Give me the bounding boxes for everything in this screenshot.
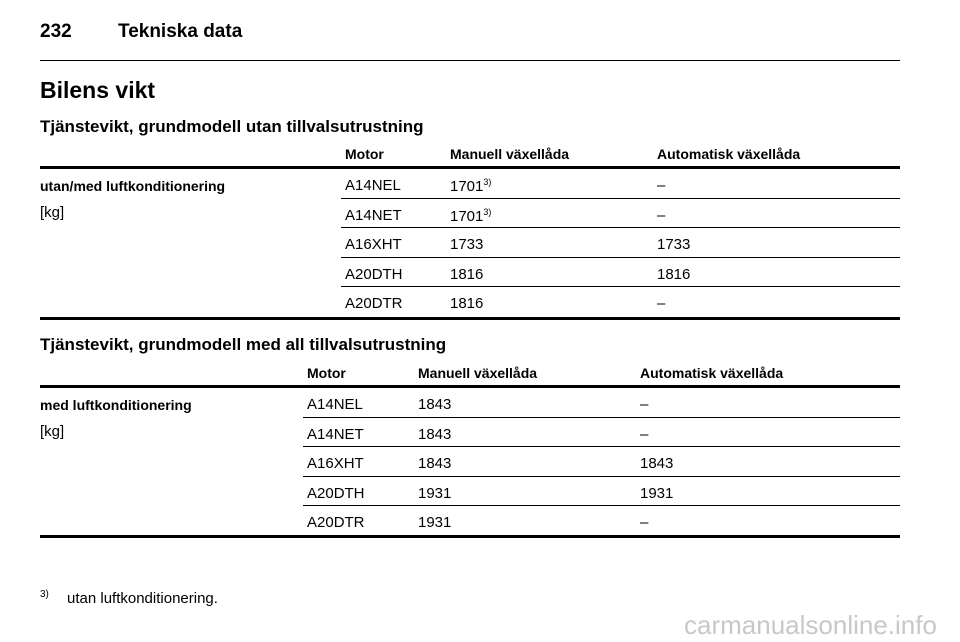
cell: – xyxy=(640,427,648,442)
row-label: utan/med luftkonditionering xyxy=(40,178,226,194)
cell-text: A20DTR xyxy=(307,514,365,531)
cell: 1816 xyxy=(657,267,690,282)
cell-text: A14NET xyxy=(307,425,364,443)
cell-text: 1733 xyxy=(450,236,484,253)
column-header: Manuell växellåda xyxy=(450,146,570,162)
cell-text: 1931 xyxy=(640,484,674,502)
cell: A20DTH xyxy=(345,267,403,282)
heading: Bilens vikt xyxy=(40,77,156,103)
row-rule xyxy=(303,505,900,506)
cell: A20DTR xyxy=(307,515,365,530)
cell: A20DTH xyxy=(307,486,365,501)
cell: 1931 xyxy=(640,486,673,501)
rule xyxy=(40,166,900,169)
cell: – xyxy=(657,208,665,223)
cell-text: A16XHT xyxy=(307,455,364,472)
cell-text: 1816 xyxy=(657,265,691,283)
column-header: Automatisk växellåda xyxy=(657,146,801,162)
cell: – xyxy=(640,515,648,530)
cell-text: 1733 xyxy=(657,236,691,253)
row-rule xyxy=(341,256,900,258)
cell-text: 1843 xyxy=(418,455,452,472)
footnote-marker: 3) xyxy=(40,589,49,600)
cell-text: – xyxy=(657,177,666,194)
watermark: carmanualsonline.info xyxy=(684,610,937,640)
cell-text: – xyxy=(657,295,666,312)
cell: 17013) xyxy=(450,177,492,195)
cell-text: – xyxy=(640,425,649,443)
cell-text: 1931 xyxy=(418,514,452,531)
cell: 1931 xyxy=(418,515,451,530)
column-header: Manuell växellåda xyxy=(418,365,538,381)
cell: – xyxy=(640,397,648,412)
row-rule xyxy=(303,475,900,477)
cell-text: 1816 xyxy=(450,295,484,312)
cell-text: 1701 xyxy=(450,207,484,225)
row-rule xyxy=(341,286,900,287)
row-rule xyxy=(303,446,900,447)
cell: 1843 xyxy=(418,427,451,442)
cell-text: A20DTH xyxy=(345,265,403,283)
rule xyxy=(40,385,900,388)
cell: 1733 xyxy=(450,237,483,252)
note-marker: 3) xyxy=(483,206,492,217)
cell-text: – xyxy=(640,396,649,413)
cell: A20DTR xyxy=(345,296,403,311)
cell-text: A14NET xyxy=(345,206,402,224)
cell-text: A14NEL xyxy=(345,177,401,194)
cell: A14NET xyxy=(345,208,402,223)
page-number: 232 xyxy=(40,21,72,42)
cell: 1733 xyxy=(657,237,690,252)
unit: [kg] xyxy=(40,204,65,221)
cell: A14NEL xyxy=(345,178,401,193)
cell-text: A16XHT xyxy=(345,236,402,253)
page-title: Tekniska data xyxy=(118,21,243,42)
row-label: med luftkonditionering xyxy=(40,397,192,413)
cell: 1931 xyxy=(418,486,451,501)
cell: 1843 xyxy=(640,456,673,471)
footnote-text: utan luftkonditionering. xyxy=(67,590,218,607)
cell-text: A20DTR xyxy=(345,295,403,312)
cell-text: 1843 xyxy=(418,396,452,413)
column-header: Motor xyxy=(345,146,384,162)
rule xyxy=(40,60,900,61)
cell: A14NEL xyxy=(307,397,363,412)
cell-text: 1816 xyxy=(450,265,484,283)
cell-text: 1843 xyxy=(640,455,674,472)
cell: 1843 xyxy=(418,456,451,471)
cell-text: 1701 xyxy=(450,178,484,195)
column-header: Automatisk växellåda xyxy=(640,365,784,381)
unit: [kg] xyxy=(40,423,65,440)
note-marker: 3) xyxy=(483,177,492,187)
cell: 1816 xyxy=(450,267,483,282)
row-rule xyxy=(341,197,900,199)
cell-text: A14NEL xyxy=(307,396,363,413)
cell: A14NET xyxy=(307,427,364,442)
rule xyxy=(40,317,900,320)
cell: 17013) xyxy=(450,206,492,225)
column-header: Motor xyxy=(307,365,346,381)
rule xyxy=(40,535,900,538)
cell-text: – xyxy=(640,514,649,531)
cell: 1816 xyxy=(450,296,483,311)
cell: A16XHT xyxy=(345,237,402,252)
cell: – xyxy=(657,178,665,193)
cell: A16XHT xyxy=(307,456,364,471)
row-rule xyxy=(303,416,900,418)
cell-text: 1843 xyxy=(418,425,452,443)
row-rule xyxy=(341,227,900,228)
cell-text: 1931 xyxy=(418,484,452,502)
table-title: Tjänstevikt, grundmodell utan tillvalsut… xyxy=(40,117,424,136)
cell: – xyxy=(657,296,665,311)
cell-text: A20DTH xyxy=(307,484,365,502)
cell-text: – xyxy=(657,206,666,224)
table-title: Tjänstevikt, grundmodell med all tillval… xyxy=(40,335,447,354)
cell: 1843 xyxy=(418,397,451,412)
